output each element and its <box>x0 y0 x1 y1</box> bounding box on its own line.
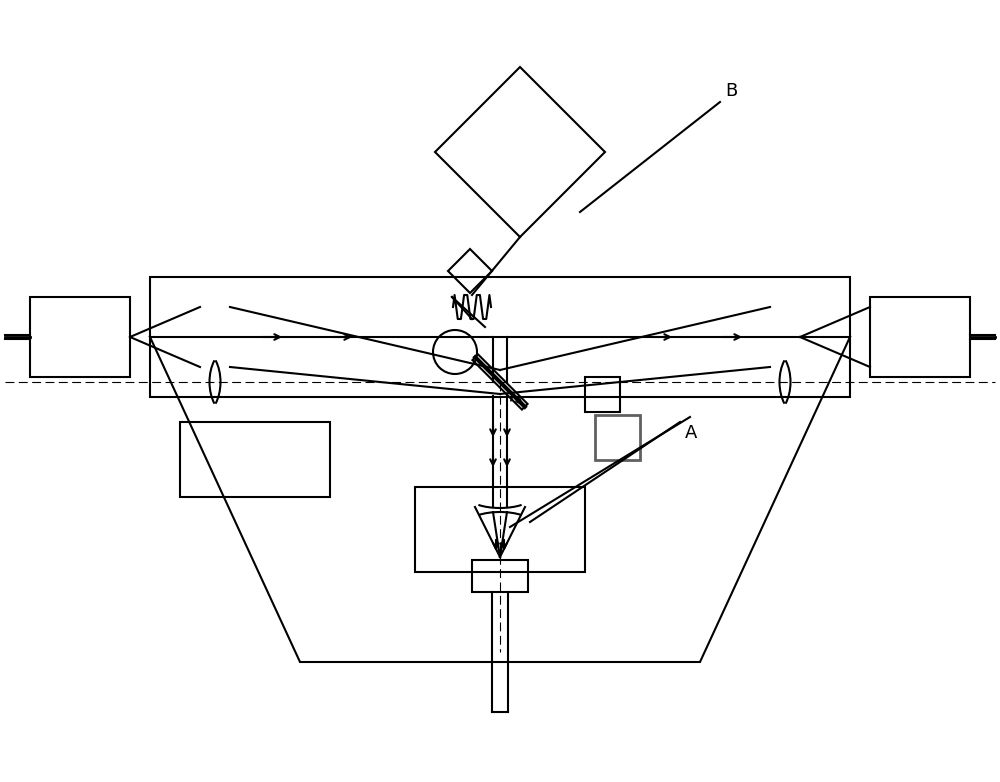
Bar <box>595 415 640 460</box>
Bar <box>472 560 528 592</box>
Text: B: B <box>725 82 737 100</box>
Bar <box>870 297 970 377</box>
Bar <box>180 422 330 497</box>
Bar <box>585 377 620 412</box>
Bar <box>415 487 585 572</box>
Bar <box>30 297 130 377</box>
Text: A: A <box>685 424 697 442</box>
